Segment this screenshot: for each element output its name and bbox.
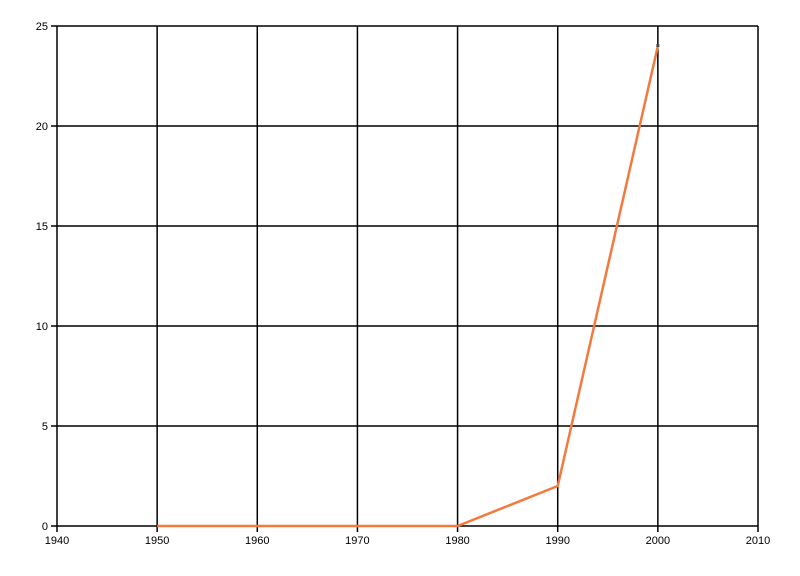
x-tick-label: 1940 [45,535,69,547]
x-tick-label: 1990 [545,535,569,547]
x-tick-label: 1950 [145,535,169,547]
series-line [157,45,660,528]
y-tick-label: 10 [36,321,48,333]
series-endpoint-marker [656,44,660,47]
y-tick-label: 15 [36,221,48,233]
y-tick-label: 5 [42,421,48,433]
y-tick-label: 0 [42,521,48,533]
y-tick-label: 20 [36,121,48,133]
x-tick-label: 1960 [245,535,269,547]
x-tick-label: 1980 [445,535,469,547]
x-tick-label: 1970 [345,535,369,547]
x-tick-label: 2000 [646,535,670,547]
x-tick-label: 2010 [746,535,770,547]
y-tick-label: 25 [36,21,48,33]
